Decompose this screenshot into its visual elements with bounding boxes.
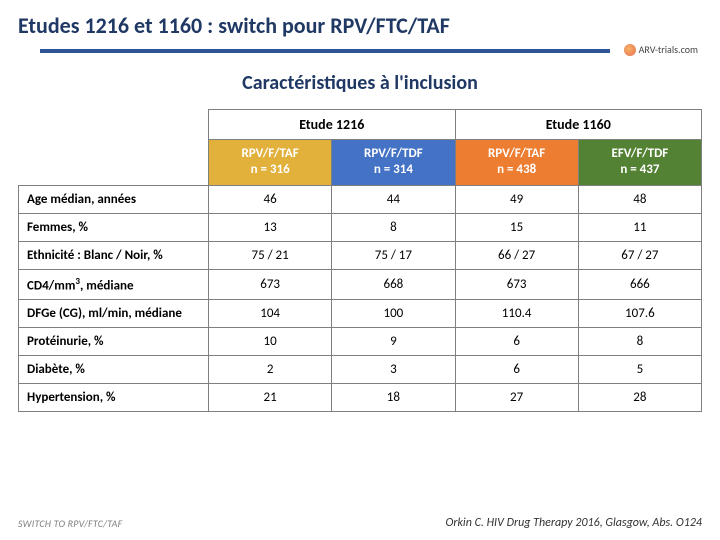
title-rule — [40, 49, 610, 53]
cell-value: 18 — [332, 383, 455, 411]
cell-value: 67 / 27 — [578, 241, 701, 269]
cell-value: 6 — [455, 355, 578, 383]
cell-value: 21 — [209, 383, 332, 411]
cell-value: 107.6 — [578, 299, 701, 327]
study-header: Etude 1160 — [455, 110, 702, 140]
cell-value: 673 — [455, 269, 578, 299]
row-label: DFGe (CG), ml/min, médiane — [19, 299, 209, 327]
cell-value: 75 / 21 — [209, 241, 332, 269]
study-header: Etude 1216 — [209, 110, 456, 140]
cell-value: 666 — [578, 269, 701, 299]
cell-value: 11 — [578, 213, 701, 241]
cell-value: 104 — [209, 299, 332, 327]
blank-corner — [19, 110, 209, 186]
table-row: Femmes, %1381511 — [19, 213, 702, 241]
cell-value: 44 — [332, 185, 455, 213]
cell-value: 5 — [578, 355, 701, 383]
row-label: Ethnicité : Blanc / Noir, % — [19, 241, 209, 269]
arm-header: RPV/F/TAFn = 316 — [209, 140, 332, 186]
table-row: Diabète, %2365 — [19, 355, 702, 383]
cell-value: 10 — [209, 327, 332, 355]
row-label: Femmes, % — [19, 213, 209, 241]
cell-value: 75 / 17 — [332, 241, 455, 269]
table-header-studies: Etude 1216 Etude 1160 — [19, 110, 702, 140]
cell-value: 6 — [455, 327, 578, 355]
row-label: Diabète, % — [19, 355, 209, 383]
row-label: Protéinurie, % — [19, 327, 209, 355]
cell-value: 28 — [578, 383, 701, 411]
table-row: CD4/mm3, médiane673668673666 — [19, 269, 702, 299]
cell-value: 15 — [455, 213, 578, 241]
cell-value: 49 — [455, 185, 578, 213]
cell-value: 3 — [332, 355, 455, 383]
cell-value: 8 — [332, 213, 455, 241]
cell-value: 668 — [332, 269, 455, 299]
cell-value: 66 / 27 — [455, 241, 578, 269]
row-label: Age médian, années — [19, 185, 209, 213]
table-row: DFGe (CG), ml/min, médiane104100110.4107… — [19, 299, 702, 327]
table-row: Ethnicité : Blanc / Noir, %75 / 2175 / 1… — [19, 241, 702, 269]
arm-header: EFV/F/TDFn = 437 — [578, 140, 701, 186]
cell-value: 27 — [455, 383, 578, 411]
row-label: CD4/mm3, médiane — [19, 269, 209, 299]
table-row: Hypertension, %21182728 — [19, 383, 702, 411]
row-label: Hypertension, % — [19, 383, 209, 411]
page-title: Etudes 1216 et 1160 : switch pour RPV/FT… — [18, 12, 702, 39]
table-body: Age médian, années46444948Femmes, %13815… — [19, 185, 702, 411]
table-row: Age médian, années46444948 — [19, 185, 702, 213]
globe-icon — [624, 44, 636, 56]
footer-left: SWITCH TO RPV/FTC/TAF — [18, 517, 122, 530]
arm-header: RPV/F/TDFn = 314 — [332, 140, 455, 186]
characteristics-table: Etude 1216 Etude 1160 RPV/F/TAFn = 316RP… — [18, 109, 702, 412]
cell-value: 9 — [332, 327, 455, 355]
cell-value: 673 — [209, 269, 332, 299]
cell-value: 46 — [209, 185, 332, 213]
cell-value: 100 — [332, 299, 455, 327]
cell-value: 48 — [578, 185, 701, 213]
cell-value: 110.4 — [455, 299, 578, 327]
cell-value: 8 — [578, 327, 701, 355]
brand-logo: ARV-trials.com — [624, 43, 698, 56]
subtitle: Caractéristiques à l'inclusion — [0, 71, 720, 95]
footer-citation: Orkin C. HIV Drug Therapy 2016, Glasgow,… — [446, 516, 702, 530]
table-row: Protéinurie, %10968 — [19, 327, 702, 355]
brand-label: ARV-trials.com — [639, 43, 698, 56]
arm-header: RPV/F/TAFn = 438 — [455, 140, 578, 186]
cell-value: 13 — [209, 213, 332, 241]
cell-value: 2 — [209, 355, 332, 383]
